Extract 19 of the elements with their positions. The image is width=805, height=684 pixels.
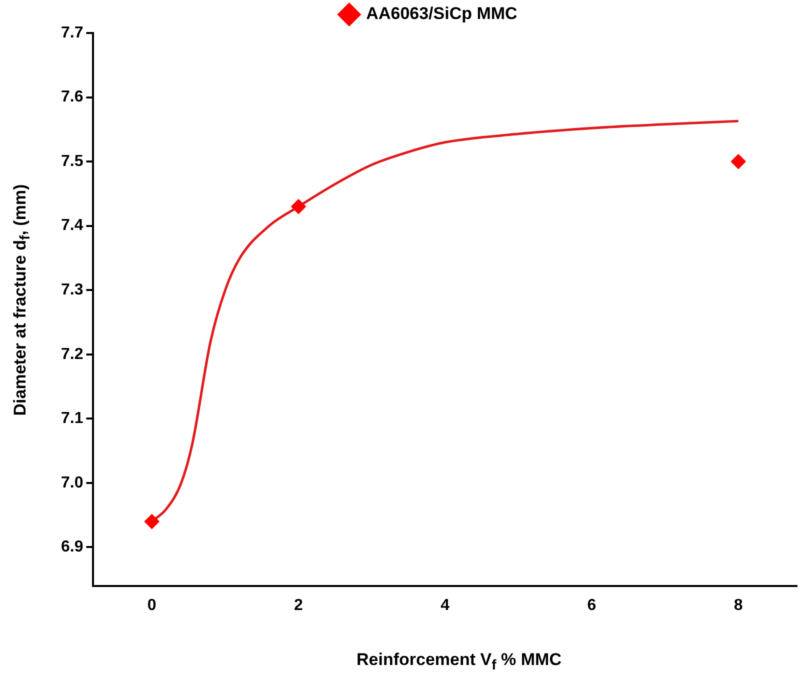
y-tick-label: 7.6 bbox=[60, 88, 84, 106]
y-tick-label: 7.0 bbox=[60, 474, 84, 492]
y-tick-label: 7.3 bbox=[60, 282, 84, 299]
y-tick-label: 6.9 bbox=[60, 538, 84, 556]
x-tick-label: 2 bbox=[294, 596, 304, 614]
x-tick-label: 0 bbox=[147, 596, 156, 614]
point bbox=[291, 199, 306, 214]
y-tick-label: 7.2 bbox=[60, 346, 84, 363]
y-tick-label: 7.7 bbox=[60, 24, 84, 42]
y-tick-label: 7.1 bbox=[60, 410, 84, 428]
x-tick-label: 8 bbox=[734, 596, 743, 614]
legend-label: AA6063/SiCp MMC bbox=[366, 4, 518, 24]
x-tick-label: 4 bbox=[440, 596, 450, 614]
point bbox=[730, 154, 746, 170]
x-tick-label: 6 bbox=[587, 596, 596, 614]
x-axis-title: Reinforcement V$_{f}$ % MMC bbox=[356, 650, 562, 674]
y-tick-label: 7.5 bbox=[60, 152, 84, 170]
y-tick-label: 7.4 bbox=[60, 217, 84, 234]
point bbox=[144, 514, 160, 530]
